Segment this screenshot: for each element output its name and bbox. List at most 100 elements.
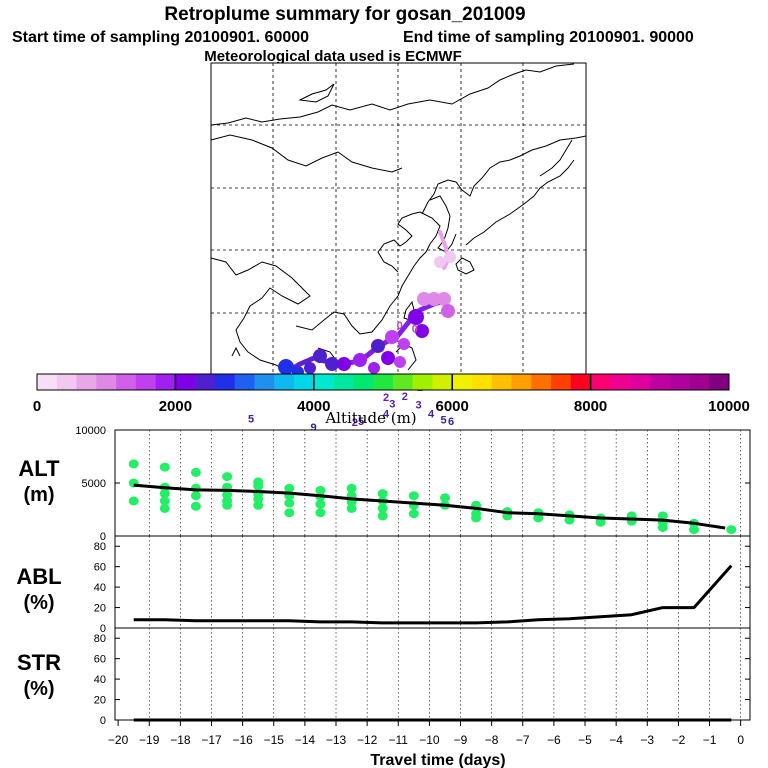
day-label: 2 xyxy=(402,391,408,403)
cluster-marker xyxy=(278,359,294,375)
colorbar-swatch xyxy=(175,374,196,390)
scatter-point xyxy=(315,499,326,509)
scatter-point xyxy=(440,493,450,503)
abl-panel: 0 20 40 60 80 xyxy=(94,535,751,635)
cluster-marker xyxy=(313,349,327,363)
colorbar-swatch xyxy=(452,374,473,390)
scatter-point xyxy=(408,509,419,519)
scatter-point xyxy=(533,513,544,523)
str-panel-label: STR xyxy=(17,650,61,675)
colorbar-swatch xyxy=(531,374,552,390)
scatter-point xyxy=(159,503,170,513)
panel-frame xyxy=(114,535,751,629)
y-tick-label: 10000 xyxy=(75,425,106,437)
x-tick-label: −5 xyxy=(578,733,592,747)
x-tick-label: −18 xyxy=(170,733,191,747)
scatter-point xyxy=(564,515,575,525)
cluster-marker xyxy=(337,357,351,371)
day-label: 9 xyxy=(310,422,316,434)
colorbar-swatch xyxy=(353,374,374,390)
scatter-point xyxy=(689,525,699,535)
x-tick-label: −12 xyxy=(357,733,378,747)
scatter-point xyxy=(190,491,201,501)
colorbar-tick-label: 0 xyxy=(33,398,41,415)
scatter-point xyxy=(284,483,295,493)
scatter-point xyxy=(222,472,233,482)
colorbar-tick-label: 6000 xyxy=(436,398,469,415)
colorbar-swatch xyxy=(313,374,334,390)
cluster-marker xyxy=(434,256,446,268)
y-tick-label: 0 xyxy=(100,531,106,543)
alt-panel: 0 5000 10000 xyxy=(75,425,751,543)
scatter-point xyxy=(408,491,419,501)
colorbar-swatch xyxy=(610,374,631,390)
y-tick-label: 80 xyxy=(94,541,106,553)
scatter-point xyxy=(284,498,295,508)
x-tick-label: −15 xyxy=(264,733,285,747)
x-tick-label: −7 xyxy=(516,733,530,747)
colorbar-swatch xyxy=(432,374,453,390)
map-graticule xyxy=(211,63,586,375)
map-coastlines xyxy=(210,63,587,373)
cluster-marker xyxy=(408,309,424,325)
scatter-point xyxy=(159,496,170,506)
x-tick-label: −10 xyxy=(419,733,440,747)
scatter-point xyxy=(190,501,201,511)
colorbar-swatch xyxy=(471,374,493,390)
trajectory-clusters xyxy=(278,251,456,378)
colorbar-swatch xyxy=(135,374,156,390)
y-tick-label: 5000 xyxy=(82,478,106,490)
y-tick-label: 0 xyxy=(100,623,106,635)
y-tick-label: 20 xyxy=(94,603,106,615)
x-tick-label: −8 xyxy=(485,733,499,747)
day-label: 2 xyxy=(352,417,358,429)
colorbar-swatch xyxy=(669,374,690,390)
colorbar-swatch xyxy=(649,374,670,390)
colorbar-swatch xyxy=(511,374,532,390)
end-time-text: End time of sampling 20100901. 90000 xyxy=(403,29,694,46)
y-tick-label: 20 xyxy=(94,695,106,707)
day-label: 0 xyxy=(412,324,418,336)
colorbar-swatch xyxy=(56,374,77,390)
x-tick-label: −3 xyxy=(640,733,654,747)
colorbar-swatch xyxy=(254,374,275,390)
panel-frame xyxy=(114,627,751,721)
cluster-marker xyxy=(371,339,385,353)
colorbar-swatch xyxy=(392,374,413,390)
colorbar-swatch xyxy=(214,374,236,390)
scatter-point xyxy=(253,481,264,491)
scatter-point xyxy=(253,500,264,510)
scatter-point xyxy=(726,525,737,535)
colorbar-swatch xyxy=(412,374,433,390)
colorbar-swatch xyxy=(234,374,255,390)
day-label: 6 xyxy=(448,416,454,428)
y-tick-label: 40 xyxy=(94,674,106,686)
str-panel-unit: (%) xyxy=(23,678,54,700)
altitude-colorbar: 0 2000 4000 6000 8000 10000 xyxy=(33,373,750,415)
colorbar-swatch xyxy=(294,374,315,390)
y-tick-label: 40 xyxy=(94,582,106,594)
day-label: 5 xyxy=(248,413,254,425)
colorbar-swatch xyxy=(590,374,611,390)
cluster-marker xyxy=(353,353,367,367)
scatter-point xyxy=(128,459,139,469)
colorbar-swatch xyxy=(76,374,97,390)
cluster-marker xyxy=(368,362,380,374)
x-tick-label: 0 xyxy=(737,733,744,747)
x-axis: −20 −19 −18 −17 −16 −15 −14 −13 −12 −11 −10 −9 −8 −7−… xyxy=(108,720,744,747)
x-tick-label: −4 xyxy=(609,733,623,747)
colorbar-swatch xyxy=(195,374,216,390)
colorbar-swatch xyxy=(96,374,117,390)
start-time-text: Start time of sampling 20100901. 60000 xyxy=(12,29,309,46)
day-label: 5 xyxy=(440,415,446,427)
x-axis-label: Travel time (days) xyxy=(370,752,505,768)
day-label: 4 xyxy=(383,408,390,420)
x-tick-label: −13 xyxy=(326,733,347,747)
scatter-point xyxy=(346,503,357,513)
colorbar-swatch xyxy=(274,374,295,390)
cluster-marker xyxy=(325,357,339,371)
str-panel: 0 20 40 60 80 xyxy=(94,627,751,727)
x-tick-label: −1 xyxy=(703,733,717,747)
cluster-marker xyxy=(415,324,429,338)
day-label: 3 xyxy=(415,400,421,412)
